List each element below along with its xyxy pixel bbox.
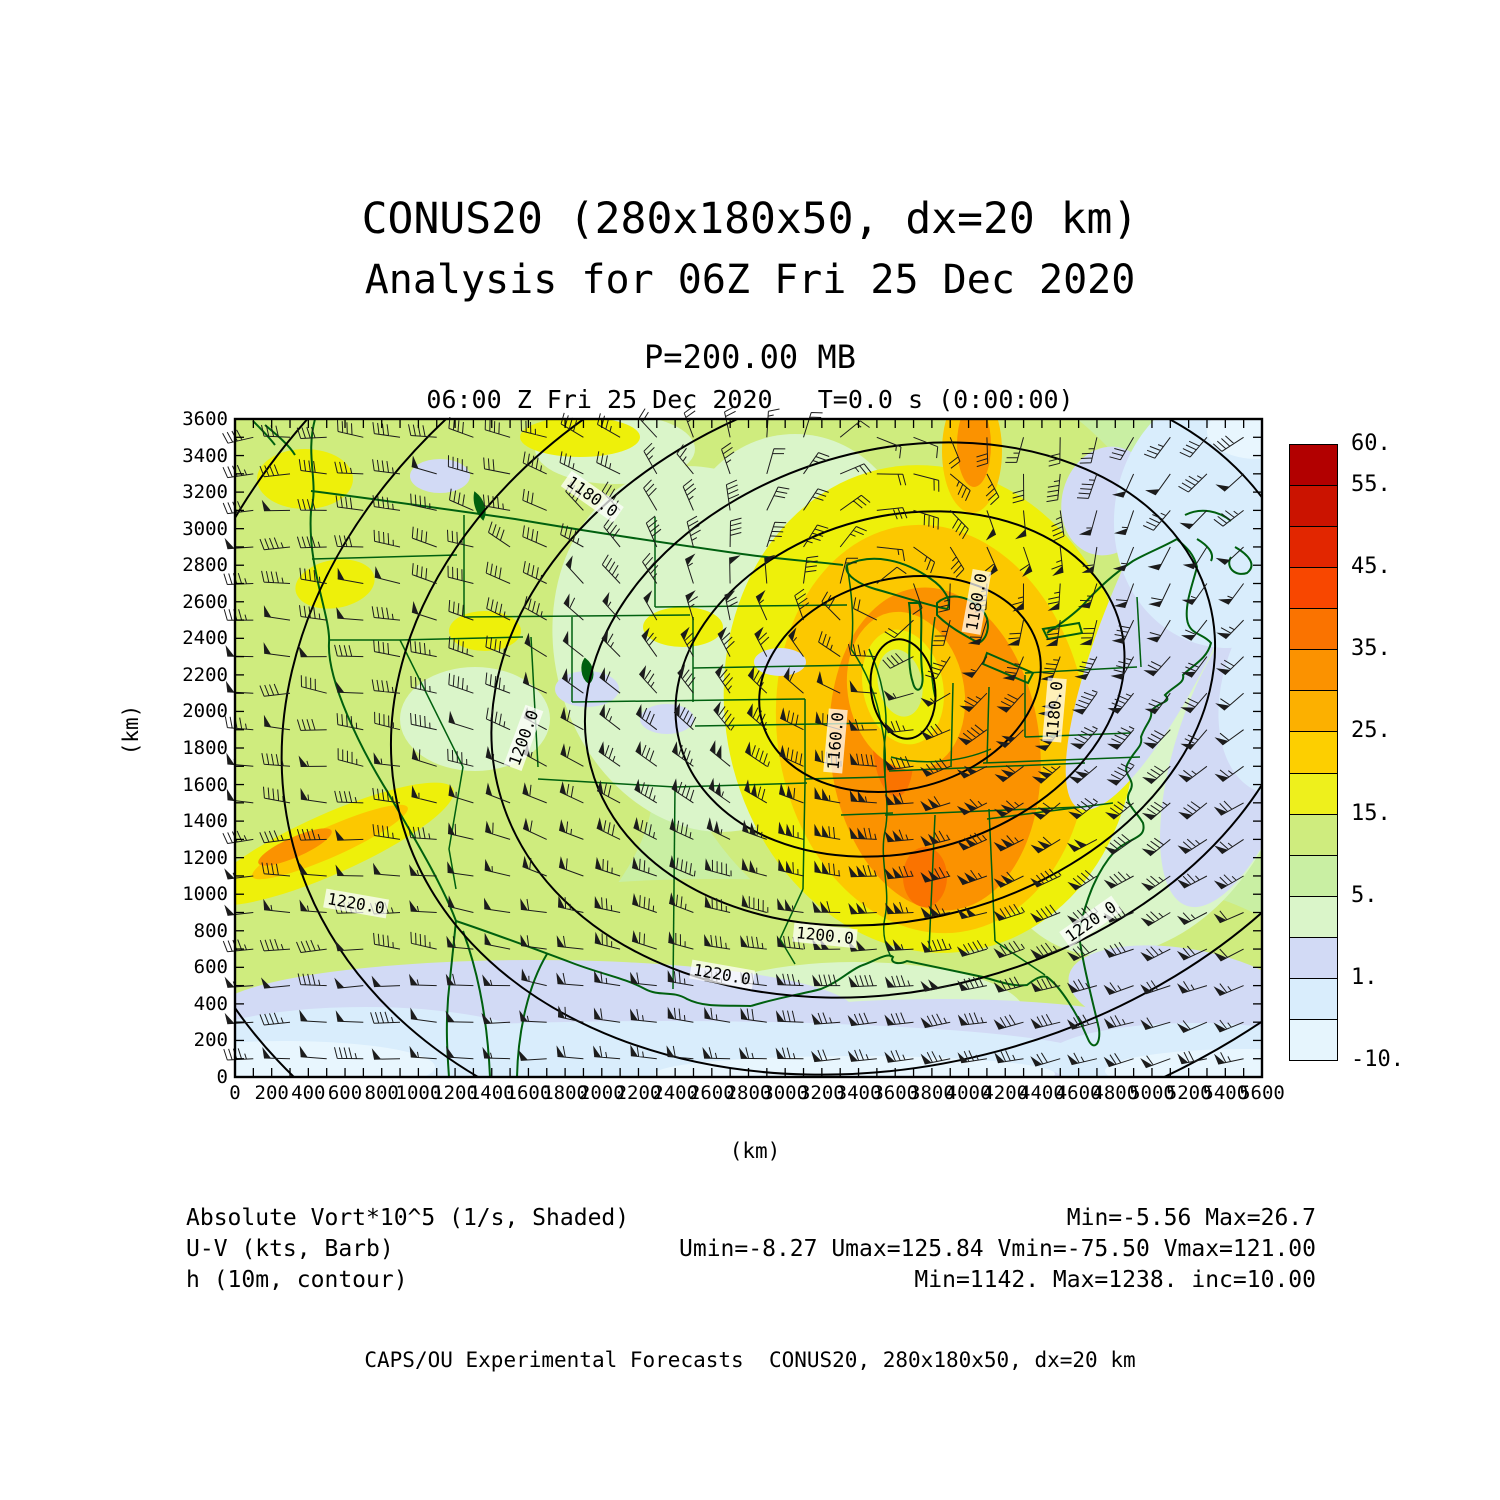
colorbar-tick-label: 5. [1351, 882, 1378, 908]
legend-shaded-label: Absolute Vort*10^5 (1/s, Shaded) [186, 1205, 630, 1231]
field-legend: Absolute Vort*10^5 (1/s, Shaded) Min=-5.… [186, 1203, 1316, 1296]
y-axis-unit-label: (km) [119, 704, 143, 756]
x-tick-label: 3800 [909, 1082, 955, 1104]
colorbar-segment [1289, 936, 1338, 979]
plot-frame-ticks [233, 417, 1264, 1079]
colorbar-segment [1289, 444, 1338, 487]
x-tick-label: 4400 [1019, 1082, 1065, 1104]
y-tick-label: 2600 [182, 590, 228, 613]
y-tick-label: 3200 [182, 481, 228, 504]
legend-row-wind: U-V (kts, Barb) Umin=-8.27 Umax=125.84 V… [186, 1234, 1316, 1265]
x-tick-label: 1200 [432, 1082, 478, 1104]
colorbar-segment [1289, 977, 1338, 1020]
colorbar-tick-label: 15. [1351, 800, 1391, 826]
x-tick-label: 4800 [1092, 1082, 1139, 1104]
legend-contour-minmax: Min=1142. Max=1238. inc=10.00 [914, 1267, 1316, 1293]
x-tick-label: 1400 [468, 1082, 515, 1104]
svg-text:1180.0: 1180.0 [1043, 680, 1067, 739]
x-tick-label: 4200 [982, 1082, 1029, 1104]
colorbar-tick-label: 55. [1351, 472, 1391, 498]
x-tick-label: 600 [327, 1082, 363, 1104]
x-tick-label: 1000 [395, 1082, 442, 1104]
page-title: CONUS20 (280x180x50, dx=20 km) [361, 194, 1139, 244]
colorbar-tick-label: 25. [1351, 718, 1391, 744]
legend-row-shaded: Absolute Vort*10^5 (1/s, Shaded) Min=-5.… [186, 1203, 1316, 1234]
x-tick-label: 1600 [505, 1082, 552, 1104]
x-tick-label: 1800 [542, 1082, 588, 1104]
colorbar-tick-label: 45. [1351, 554, 1391, 580]
x-tick-label: 3200 [798, 1082, 845, 1104]
colorbar-segment [1289, 567, 1338, 610]
y-tick-label: 400 [193, 992, 228, 1015]
pressure-level-label: P=200.00 MB [644, 338, 856, 376]
colorbar-tick-label: -10. [1351, 1047, 1404, 1073]
legend-contour-label: h (10m, contour) [186, 1267, 408, 1293]
x-tick-label: 2600 [688, 1082, 735, 1104]
x-tick-label: 2200 [615, 1082, 662, 1104]
y-tick-label: 200 [193, 1029, 228, 1052]
legend-shaded-minmax: Min=-5.56 Max=26.7 [1066, 1205, 1316, 1231]
colorbar-segment [1289, 649, 1338, 692]
x-tick-label: 3600 [872, 1082, 919, 1104]
svg-text:1160.0: 1160.0 [824, 711, 848, 770]
colorbar-segment [1289, 895, 1338, 938]
x-tick-label: 3000 [762, 1082, 809, 1104]
colorbar-segment [1289, 813, 1338, 856]
page-subtitle: Analysis for 06Z Fri 25 Dec 2020 [364, 257, 1136, 303]
y-tick-label: 1200 [182, 846, 228, 869]
colorbar: 60. 55. 45. 35. 25. 15. 5. 1. -10. [1289, 431, 1429, 1074]
x-tick-label: 5600 [1239, 1082, 1285, 1104]
legend-row-contour: h (10m, contour) Min=1142. Max=1238. inc… [186, 1265, 1316, 1296]
y-tick-label: 1600 [182, 773, 228, 796]
y-tick-label: 1400 [182, 810, 228, 833]
colorbar-tick-label: 35. [1351, 636, 1391, 662]
y-tick-label: 1000 [182, 883, 228, 906]
colorbar-segment [1289, 608, 1338, 651]
y-tick-label: 800 [193, 919, 228, 942]
colorbar-tick-label: 60. [1351, 431, 1391, 456]
x-tick-label: 400 [291, 1082, 326, 1104]
y-tick-label: 2800 [182, 554, 228, 577]
legend-wind-minmax: Umin=-8.27 Umax=125.84 Vmin=-75.50 Vmax=… [679, 1236, 1316, 1262]
x-tick-label: 5000 [1129, 1082, 1175, 1104]
colorbar-segment [1289, 1018, 1338, 1062]
x-tick-label: 200 [254, 1082, 289, 1104]
y-tick-label: 2400 [182, 627, 228, 650]
x-tick-label: 5400 [1202, 1082, 1249, 1104]
x-tick-label: 4600 [1055, 1082, 1102, 1104]
y-tick-label: 0 [216, 1066, 228, 1088]
y-tick-label: 3600 [182, 408, 228, 430]
x-tick-label: 2000 [578, 1082, 625, 1104]
credit-footer: CAPS/OU Experimental Forecasts CONUS20, … [364, 1348, 1136, 1372]
y-tick-label: 3000 [182, 517, 228, 540]
x-tick-label: 800 [364, 1082, 399, 1104]
colorbar-segment [1289, 485, 1338, 528]
colorbar-segment [1289, 526, 1338, 569]
x-tick-label: 3400 [835, 1082, 882, 1104]
x-tick-label: 0 [229, 1082, 241, 1104]
colorbar-segment [1289, 690, 1338, 733]
y-tick-label: 1800 [182, 737, 228, 759]
colorbar-tick-label: 1. [1351, 964, 1378, 990]
colorbar-segment [1289, 854, 1338, 897]
y-tick-label: 2200 [182, 663, 228, 686]
y-tick-label: 600 [193, 956, 228, 979]
colorbar-segment [1289, 772, 1338, 815]
y-tick-label: 2000 [182, 700, 228, 723]
x-tick-label: 4000 [945, 1082, 992, 1104]
x-tick-label: 2800 [725, 1082, 772, 1104]
y-tick-label: 3400 [182, 444, 228, 467]
analysis-map: 1180.01180.01160.01180.01200.01220.01200… [222, 405, 1264, 1079]
legend-wind-label: U-V (kts, Barb) [186, 1236, 394, 1262]
x-axis-unit-label: (km) [729, 1139, 781, 1163]
colorbar-segment [1289, 731, 1338, 774]
x-tick-label: 5200 [1165, 1082, 1212, 1104]
x-tick-label: 2400 [652, 1082, 699, 1104]
